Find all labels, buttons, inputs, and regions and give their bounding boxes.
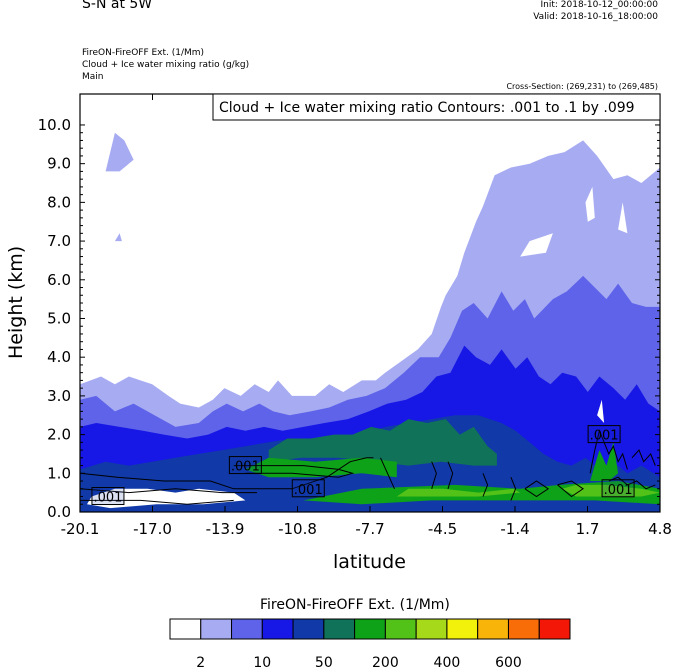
contour-label-4: .001: [604, 483, 633, 498]
init-time: Init: 2018-10-12_00:00:00: [540, 0, 658, 10]
colorbar-swatch-5: [323, 618, 356, 640]
y-tick-label-7: 7.0: [47, 232, 71, 250]
contour-label-2: .001: [294, 483, 323, 498]
y-tick-label-3: 3.0: [47, 387, 71, 405]
contour-label-1: .001: [231, 460, 260, 475]
colorbar-swatch-2: [231, 618, 263, 640]
colorbar-label-2: 50: [315, 655, 333, 668]
y-tick-label-2: 2.0: [47, 426, 71, 444]
contour-line-13: [631, 449, 656, 466]
shade-region-12: [396, 488, 521, 497]
field-name-extinction: FireON-FireOFF Ext. (1/Mm): [82, 48, 205, 58]
field-name-mixing-ratio: Cloud + Ice water mixing ratio (g/kg): [82, 60, 250, 70]
colorbar-label-0: 2: [196, 655, 205, 668]
contour-line-2: [80, 499, 234, 505]
contour-info-text: Cloud + Ice water mixing ratio Contours:…: [219, 100, 635, 116]
y-tick-label-9: 9.0: [47, 155, 71, 173]
contour-label-box-4: [601, 479, 635, 498]
contour-line-6: [447, 461, 454, 489]
contour-line-5: [431, 461, 437, 489]
contour-line-10: [557, 480, 585, 498]
x-axis-label: latitude: [333, 551, 406, 573]
colorbar: 2 10 50 200 400 600: [169, 618, 571, 668]
colorbar-swatch-9: [446, 618, 479, 640]
contour-label-box-1: [228, 456, 262, 475]
colorbar-swatch-0: [169, 618, 202, 640]
y-tick-label-1: 1.0: [47, 464, 71, 482]
x-tick-label-6: -1.4: [500, 520, 529, 538]
colorbar-label-4: 400: [434, 655, 461, 668]
y-tick-label-6: 6.0: [47, 271, 71, 289]
shade-region-5: [618, 202, 628, 234]
x-tick-label-0: -20.1: [61, 520, 100, 538]
y-tick-label-5: 5.0: [47, 309, 71, 327]
contour-line-4: [380, 457, 395, 490]
contour-label-box-0: [91, 487, 125, 506]
colorbar-swatch-4: [292, 618, 325, 640]
x-tick-label-7: 1.7: [576, 520, 600, 538]
colorbar-label-1: 10: [253, 655, 271, 668]
contour-label-box-3: [587, 425, 621, 444]
shade-region-14: [590, 442, 619, 481]
contour-info-frame: [212, 93, 661, 121]
shade-region-9: [268, 419, 497, 466]
colorbar-swatch-10: [477, 618, 509, 640]
contour-label-3: .001: [590, 429, 619, 444]
y-axis: 0.0 1.0 2.0 3.0 4.0 5.0 6.0 7.0 8.0 9.0 10.0: [38, 116, 660, 521]
colorbar-swatch-11: [507, 618, 540, 640]
domain-name: Main: [82, 72, 104, 82]
shade-region-13: [562, 484, 660, 497]
shade-region-2: [114, 233, 122, 242]
colorbar-swatch-3: [261, 618, 294, 640]
contour-line-9: [524, 480, 550, 498]
x-tick-label-1: -17.0: [133, 520, 172, 538]
contour-label-0: .001: [93, 491, 122, 506]
contour-line-12: [608, 476, 656, 490]
contour-line-11: [589, 429, 628, 474]
shade-region-4: [585, 186, 595, 222]
colorbar-title: FireON-FireOFF Ext. (1/Mm): [260, 597, 450, 613]
y-tick-label-10: 10.0: [38, 116, 71, 134]
x-tick-label-3: -10.8: [278, 520, 317, 538]
colorbar-label-5: 600: [495, 655, 522, 668]
contour-info-box: Cloud + Ice water mixing ratio Contours:…: [212, 93, 661, 121]
cross-section-label: Cross-Section: (269,231) to (269,485): [506, 82, 658, 91]
contour-line-3: [233, 465, 355, 478]
x-tick-label-4: -7.7: [355, 520, 384, 538]
colorbar-label-3: 200: [372, 655, 399, 668]
shaded-field: [80, 132, 660, 512]
shade-region-1: [105, 132, 134, 172]
shade-region-16: [597, 399, 605, 423]
colorbar-swatch-1: [200, 618, 233, 640]
y-axis-label: Height (km): [5, 245, 27, 359]
contour-label-box-2: [291, 479, 325, 498]
contour-labels: .001 .001 .001 .001 .001: [91, 425, 635, 506]
valid-time: Valid: 2018-10-16_18:00:00: [533, 12, 658, 22]
x-tick-label-5: -4.5: [428, 520, 457, 538]
x-axis: -20.1 -17.0 -13.9 -10.8 -7.7 -4.5 -1.4 1.7 4.8: [61, 94, 672, 538]
colorbar-swatch-6: [354, 618, 386, 640]
contour-line-7: [482, 473, 489, 497]
contour-line-0: [79, 457, 374, 490]
contour-line-8: [510, 477, 517, 501]
x-tick-label-2: -13.9: [206, 520, 245, 538]
y-tick-label-0: 0.0: [47, 503, 71, 521]
plot-title: S-N at 5W: [82, 0, 153, 12]
colorbar-swatch-7: [384, 618, 417, 640]
y-tick-label-4: 4.0: [47, 348, 71, 366]
y-tick-label-8: 8.0: [47, 193, 71, 211]
x-tick-label-8: 4.8: [648, 520, 672, 538]
colorbar-swatch-8: [415, 618, 448, 640]
contour-line-1: [79, 488, 257, 494]
contour-lines: [79, 429, 656, 505]
colorbar-swatch-12: [538, 618, 571, 640]
shade-region-15: [87, 488, 246, 509]
shade-region-3: [520, 233, 553, 257]
